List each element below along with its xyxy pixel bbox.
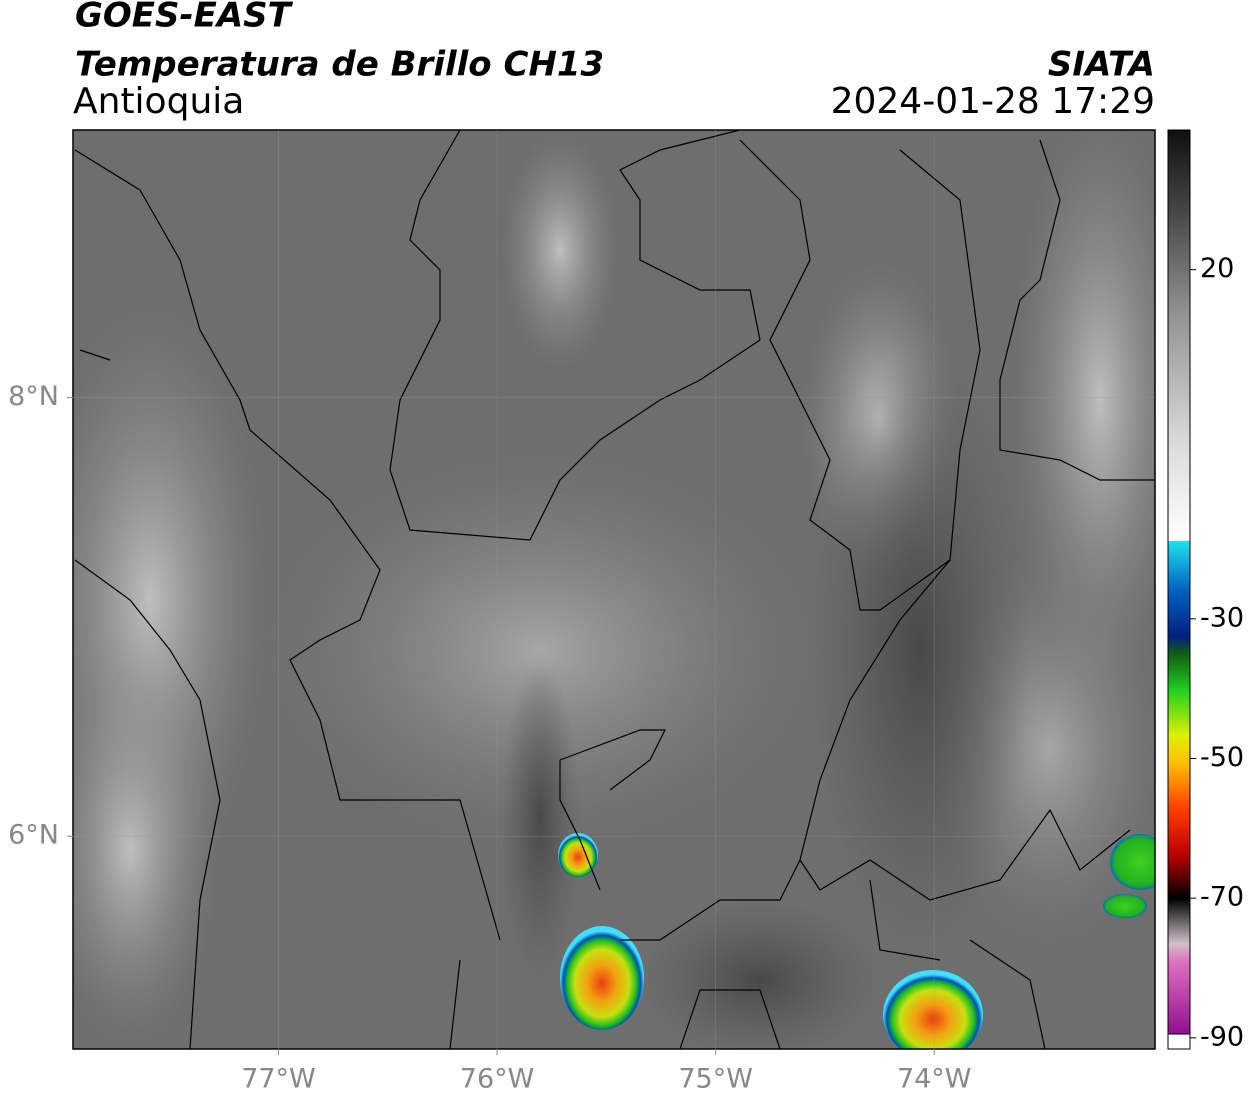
x-tick-label: 77°W [241,1064,316,1095]
colorbar-tick-label: -50 [1200,742,1244,773]
colorbar-tick-label: -30 [1200,602,1244,633]
x-tick-label: 76°W [460,1064,535,1095]
y-tick-label: 8°N [8,381,59,412]
colorbar-gradient [1168,130,1190,1034]
product-title: Temperatura de Brillo CH13 [75,45,604,85]
satellite-title: GOES-EAST [75,0,294,36]
colorbar-tick-label: -90 [1200,1021,1244,1052]
colorbar-frame [1167,129,1191,1050]
source-label: SIATA [1048,45,1155,85]
region-label: Antioquia [73,81,244,122]
datetime-label: 2024-01-28 17:29 [831,81,1155,122]
colorbar-tick-label: -70 [1200,882,1244,913]
x-tick-label: 75°W [678,1064,753,1095]
x-tick-label: 74°W [897,1064,972,1095]
map-image [73,130,1155,1049]
colorbar [1167,129,1191,1050]
colorbar-tick-label: 20 [1200,253,1234,284]
colorbar-extend [1167,1033,1191,1050]
y-tick-label: 6°N [8,820,59,851]
map-frame [72,129,1156,1050]
